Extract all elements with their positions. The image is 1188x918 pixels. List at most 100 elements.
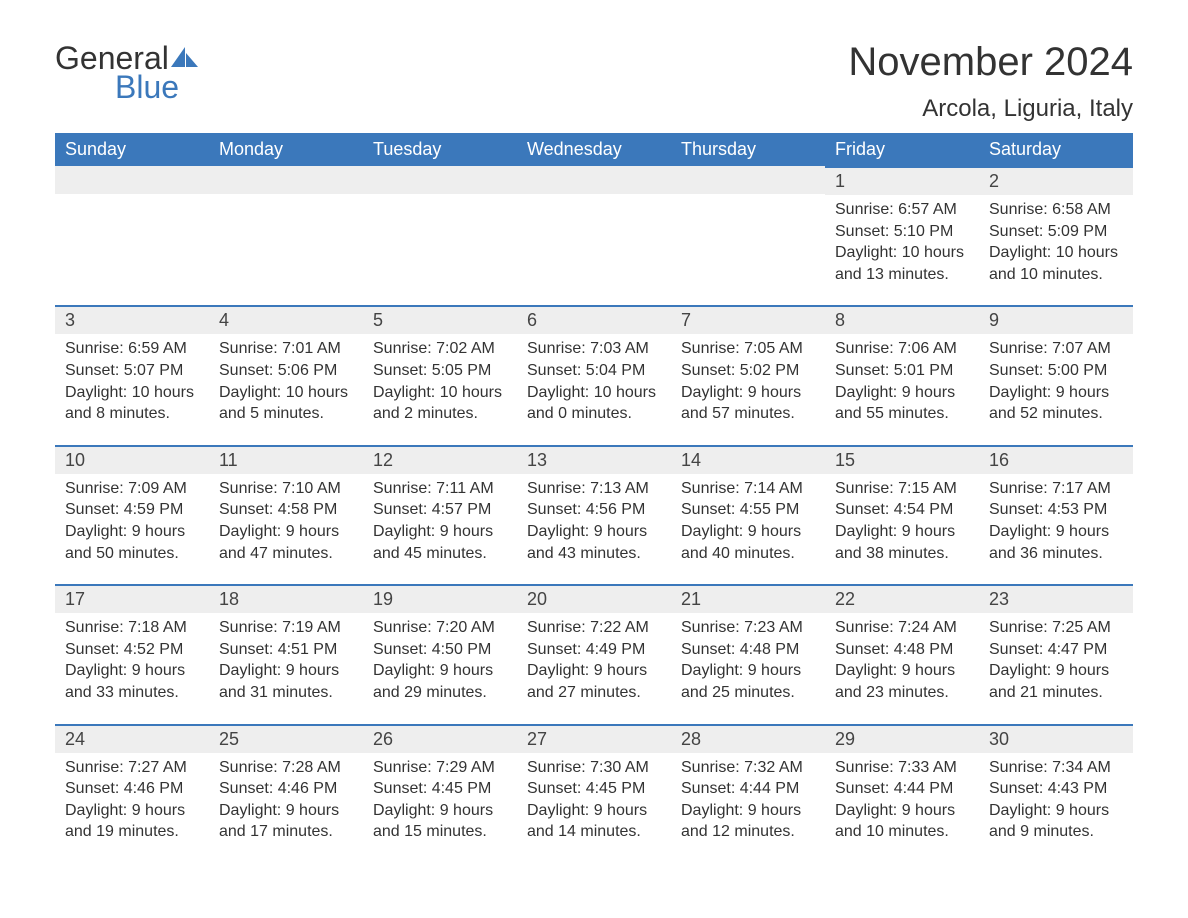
sunrise-text: Sunrise: 7:15 AM <box>835 478 969 500</box>
day-header: Friday <box>825 133 979 166</box>
day-header: Tuesday <box>363 133 517 166</box>
empty-date-row <box>209 166 363 194</box>
daylight-text: Daylight: 9 hours and 43 minutes. <box>527 521 661 564</box>
day-info: Sunrise: 7:30 AMSunset: 4:45 PMDaylight:… <box>517 753 671 843</box>
day-cell: 6Sunrise: 7:03 AMSunset: 5:04 PMDaylight… <box>517 305 671 444</box>
sunset-text: Sunset: 4:46 PM <box>65 778 199 800</box>
day-info: Sunrise: 7:14 AMSunset: 4:55 PMDaylight:… <box>671 474 825 564</box>
day-info: Sunrise: 7:32 AMSunset: 4:44 PMDaylight:… <box>671 753 825 843</box>
empty-date-row <box>55 166 209 194</box>
day-cell: 9Sunrise: 7:07 AMSunset: 5:00 PMDaylight… <box>979 305 1133 444</box>
date-number-row: 15 <box>825 445 979 474</box>
daylight-text: Daylight: 9 hours and 38 minutes. <box>835 521 969 564</box>
sunrise-text: Sunrise: 7:01 AM <box>219 338 353 360</box>
daylight-text: Daylight: 10 hours and 13 minutes. <box>835 242 969 285</box>
day-info: Sunrise: 7:09 AMSunset: 4:59 PMDaylight:… <box>55 474 209 564</box>
sunset-text: Sunset: 4:48 PM <box>835 639 969 661</box>
date-number: 11 <box>219 450 238 470</box>
day-info: Sunrise: 6:58 AMSunset: 5:09 PMDaylight:… <box>979 195 1133 285</box>
day-info: Sunrise: 7:07 AMSunset: 5:00 PMDaylight:… <box>979 334 1133 424</box>
sunrise-text: Sunrise: 7:09 AM <box>65 478 199 500</box>
date-number-row: 27 <box>517 724 671 753</box>
date-number-row: 29 <box>825 724 979 753</box>
date-number: 14 <box>681 450 701 470</box>
day-info: Sunrise: 7:29 AMSunset: 4:45 PMDaylight:… <box>363 753 517 843</box>
date-number: 12 <box>373 450 393 470</box>
day-info: Sunrise: 7:25 AMSunset: 4:47 PMDaylight:… <box>979 613 1133 703</box>
date-number: 6 <box>527 310 537 330</box>
day-cell <box>671 166 825 305</box>
date-number: 10 <box>65 450 85 470</box>
day-cell: 26Sunrise: 7:29 AMSunset: 4:45 PMDayligh… <box>363 724 517 863</box>
week-row: 17Sunrise: 7:18 AMSunset: 4:52 PMDayligh… <box>55 584 1133 723</box>
date-number-row: 2 <box>979 166 1133 195</box>
sunrise-text: Sunrise: 7:29 AM <box>373 757 507 779</box>
sunrise-text: Sunrise: 7:14 AM <box>681 478 815 500</box>
month-title: November 2024 <box>848 40 1133 85</box>
day-header: Saturday <box>979 133 1133 166</box>
sunrise-text: Sunrise: 7:13 AM <box>527 478 661 500</box>
daylight-text: Daylight: 9 hours and 25 minutes. <box>681 660 815 703</box>
day-cell: 11Sunrise: 7:10 AMSunset: 4:58 PMDayligh… <box>209 445 363 584</box>
date-number: 3 <box>65 310 75 330</box>
date-number: 13 <box>527 450 547 470</box>
sunrise-text: Sunrise: 7:20 AM <box>373 617 507 639</box>
date-number-row: 26 <box>363 724 517 753</box>
date-number: 15 <box>835 450 855 470</box>
date-number: 18 <box>219 589 239 609</box>
day-header-row: SundayMondayTuesdayWednesdayThursdayFrid… <box>55 133 1133 166</box>
daylight-text: Daylight: 9 hours and 23 minutes. <box>835 660 969 703</box>
sunset-text: Sunset: 4:53 PM <box>989 499 1123 521</box>
week-row: 10 Sunrise: 7:09 AMSunset: 4:59 PMDayligh… <box>55 445 1133 584</box>
sunset-text: Sunset: 4:52 PM <box>65 639 199 661</box>
daylight-text: Daylight: 10 hours and 5 minutes. <box>219 382 353 425</box>
day-cell: 3 Sunrise: 6:59 AMSunset: 5:07 PMDaylight… <box>55 305 209 444</box>
date-number-row: 23 <box>979 584 1133 613</box>
date-number-row: 18 <box>209 584 363 613</box>
date-number-row: 5 <box>363 305 517 334</box>
date-number-row: 3 <box>55 305 209 334</box>
date-number-row: 30 <box>979 724 1133 753</box>
logo: General Blue <box>55 40 199 106</box>
daylight-text: Daylight: 9 hours and 27 minutes. <box>527 660 661 703</box>
week-row: 3 Sunrise: 6:59 AMSunset: 5:07 PMDaylight… <box>55 305 1133 444</box>
sunset-text: Sunset: 4:57 PM <box>373 499 507 521</box>
date-number-row: 20 <box>517 584 671 613</box>
day-cell: 18Sunrise: 7:19 AMSunset: 4:51 PMDayligh… <box>209 584 363 723</box>
day-info: Sunrise: 7:15 AMSunset: 4:54 PMDaylight:… <box>825 474 979 564</box>
day-info: Sunrise: 7:20 AMSunset: 4:50 PMDaylight:… <box>363 613 517 703</box>
date-number: 16 <box>989 450 1009 470</box>
date-number: 23 <box>989 589 1009 609</box>
day-info: Sunrise: 7:28 AMSunset: 4:46 PMDaylight:… <box>209 753 363 843</box>
date-number: 25 <box>219 729 239 749</box>
daylight-text: Daylight: 10 hours and 0 minutes. <box>527 382 661 425</box>
day-info: Sunrise: 6:59 AMSunset: 5:07 PMDaylight:… <box>55 334 209 424</box>
day-info: Sunrise: 7:24 AMSunset: 4:48 PMDaylight:… <box>825 613 979 703</box>
sunrise-text: Sunrise: 7:33 AM <box>835 757 969 779</box>
date-number: 21 <box>681 589 701 609</box>
day-cell: 23 Sunrise: 7:25 AMSunset: 4:47 PMDayligh… <box>979 584 1133 723</box>
date-number-row: 1 <box>825 166 979 195</box>
date-number: 7 <box>681 310 691 330</box>
date-number-row: 13 <box>517 445 671 474</box>
day-cell: 12Sunrise: 7:11 AMSunset: 4:57 PMDayligh… <box>363 445 517 584</box>
day-cell <box>209 166 363 305</box>
sunrise-text: Sunrise: 7:34 AM <box>989 757 1123 779</box>
title-block: November 2024 Arcola, Liguria, Italy <box>848 40 1133 123</box>
day-info: Sunrise: 7:02 AMSunset: 5:05 PMDaylight:… <box>363 334 517 424</box>
daylight-text: Daylight: 9 hours and 45 minutes. <box>373 521 507 564</box>
sunset-text: Sunset: 4:43 PM <box>989 778 1123 800</box>
day-info: Sunrise: 7:22 AMSunset: 4:49 PMDaylight:… <box>517 613 671 703</box>
date-number: 17 <box>65 589 85 609</box>
daylight-text: Daylight: 10 hours and 10 minutes. <box>989 242 1123 285</box>
sunrise-text: Sunrise: 7:24 AM <box>835 617 969 639</box>
header: General Blue November 2024 Arcola, Ligur… <box>55 40 1133 123</box>
date-number-row: 6 <box>517 305 671 334</box>
sunrise-text: Sunrise: 7:32 AM <box>681 757 815 779</box>
daylight-text: Daylight: 9 hours and 55 minutes. <box>835 382 969 425</box>
date-number: 5 <box>373 310 383 330</box>
location-subtitle: Arcola, Liguria, Italy <box>848 95 1133 123</box>
sunset-text: Sunset: 5:02 PM <box>681 360 815 382</box>
sunset-text: Sunset: 4:55 PM <box>681 499 815 521</box>
day-info: Sunrise: 7:06 AMSunset: 5:01 PMDaylight:… <box>825 334 979 424</box>
